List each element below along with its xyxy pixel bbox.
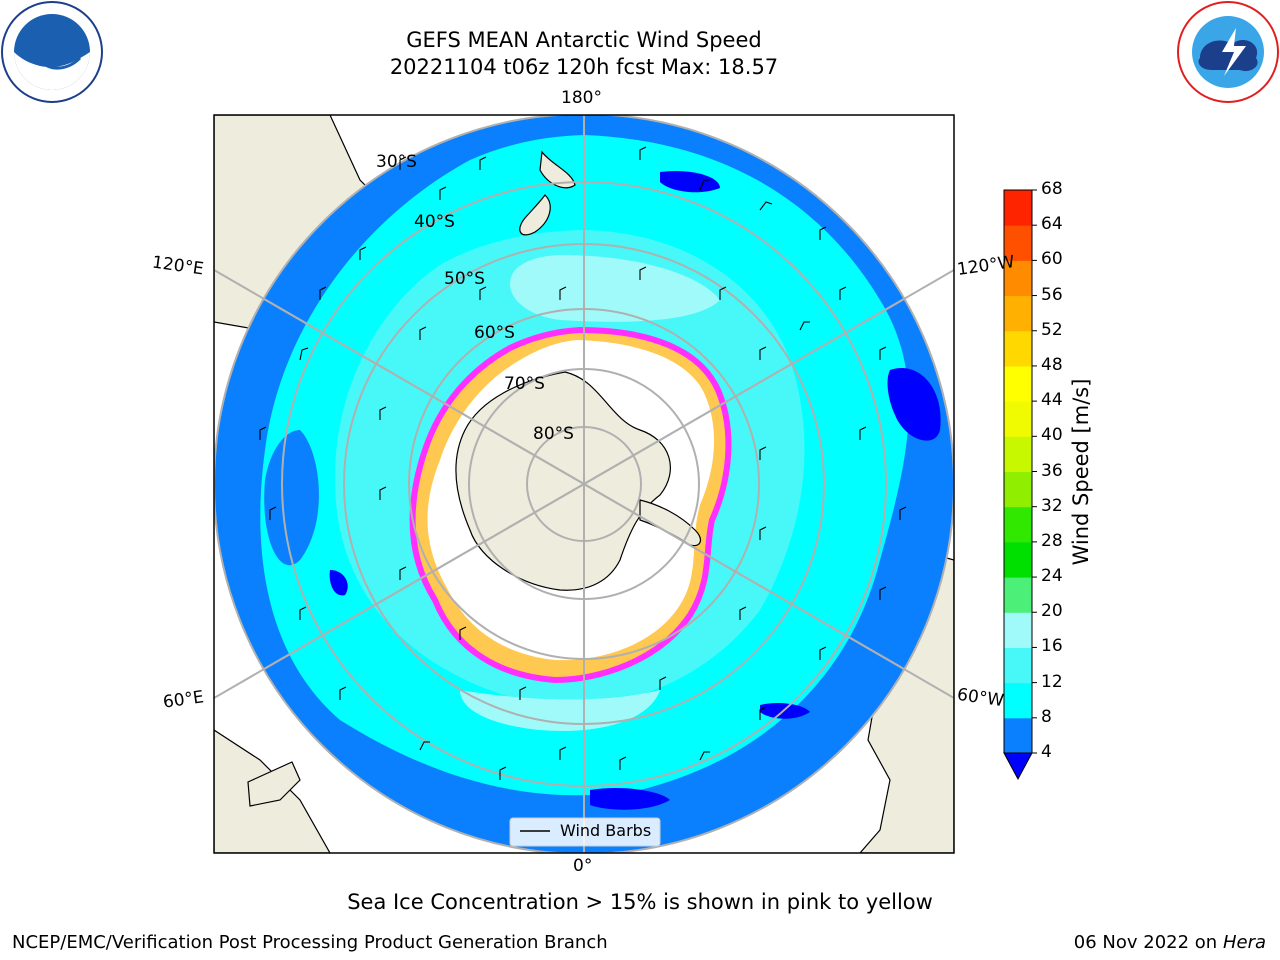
graticule xyxy=(214,115,954,853)
colorbar-segment xyxy=(1004,225,1032,261)
colorbar-under-arrow xyxy=(1003,752,1033,781)
colorbar-tick-label: 32 xyxy=(1041,495,1063,516)
madagascar-land xyxy=(247,761,301,807)
colorbar-tick-label: 12 xyxy=(1041,671,1063,692)
nws-logo xyxy=(1177,1,1279,103)
colorbar xyxy=(1003,189,1037,781)
colorbar-segment xyxy=(1004,577,1032,613)
title-line-1: GEFS MEAN Antarctic Wind Speed xyxy=(406,28,762,52)
legend xyxy=(509,817,661,847)
colorbar-segment xyxy=(1004,330,1032,367)
colorbar-segment xyxy=(1004,260,1032,297)
legend-label: Wind Barbs xyxy=(560,821,652,840)
colorbar-tick-label: 52 xyxy=(1041,319,1063,340)
new-zealand-land xyxy=(519,150,576,236)
lat-label-80s: 80°S xyxy=(533,424,574,444)
lat-label-30s: 30°S xyxy=(376,152,417,172)
colorbar-tick-label: 40 xyxy=(1041,425,1063,446)
title-line-2: 20221104 t06z 120h fcst Max: 18.57 xyxy=(389,55,779,79)
colorbar-tick-label: 48 xyxy=(1041,354,1063,375)
colorbar-segment xyxy=(1004,612,1032,648)
colorbar-tick-label: 44 xyxy=(1041,390,1063,411)
colorbar-segment xyxy=(1004,647,1032,684)
lat-label-70s: 70°S xyxy=(504,374,545,394)
colorbar-tick-label: 4 xyxy=(1041,742,1052,762)
colorbar-tick-label: 20 xyxy=(1041,601,1063,622)
antarctica-continent xyxy=(455,371,671,591)
colorbar-tick-label: 60 xyxy=(1041,249,1063,270)
lon-label-180: 180° xyxy=(561,88,602,108)
footer-credit: NCEP/EMC/Verification Post Processing Pr… xyxy=(12,932,608,953)
colorbar-segment xyxy=(1004,365,1032,402)
colorbar-tick-label: 16 xyxy=(1041,636,1063,657)
colorbar-tick-label: 56 xyxy=(1041,284,1063,305)
sea-ice-note: Sea Ice Concentration > 15% is shown in … xyxy=(347,890,933,914)
colorbar-segment xyxy=(1004,471,1032,508)
colorbar-segment xyxy=(1004,190,1032,226)
wind-barbs xyxy=(259,146,907,780)
colorbar-label: Wind Speed [m/s] xyxy=(1069,378,1093,566)
footer-date-text: 06 Nov 2022 on xyxy=(1073,932,1218,953)
footer-machine: Hera xyxy=(1222,932,1266,953)
colorbar-segment xyxy=(1004,436,1032,472)
colorbar-segment xyxy=(1004,506,1032,543)
map-axes xyxy=(214,115,954,853)
colorbar-segment xyxy=(1004,295,1032,332)
colorbar-tick-label: 8 xyxy=(1041,706,1052,727)
colorbar-segment xyxy=(1004,682,1032,719)
colorbar-tick-label: 68 xyxy=(1041,179,1063,199)
colorbar-segment xyxy=(1004,541,1032,578)
colorbar-tick-label: 28 xyxy=(1041,530,1063,551)
map-frame xyxy=(213,114,955,854)
colorbar-tick-label: 36 xyxy=(1041,460,1063,481)
colorbar-tick-label: 64 xyxy=(1041,214,1063,235)
lat-label-40s: 40°S xyxy=(414,212,455,232)
colorbar-segment xyxy=(1004,401,1032,437)
footer-date: 06 Nov 2022 on Hera xyxy=(1074,932,1266,953)
lat-label-60s: 60°S xyxy=(474,323,515,343)
colorbar-segment xyxy=(1004,717,1032,754)
colorbar-tick-label: 24 xyxy=(1041,566,1063,587)
noaa-logo xyxy=(1,1,103,103)
lon-label-0: 0° xyxy=(573,856,593,876)
lat-label-50s: 50°S xyxy=(444,269,485,289)
